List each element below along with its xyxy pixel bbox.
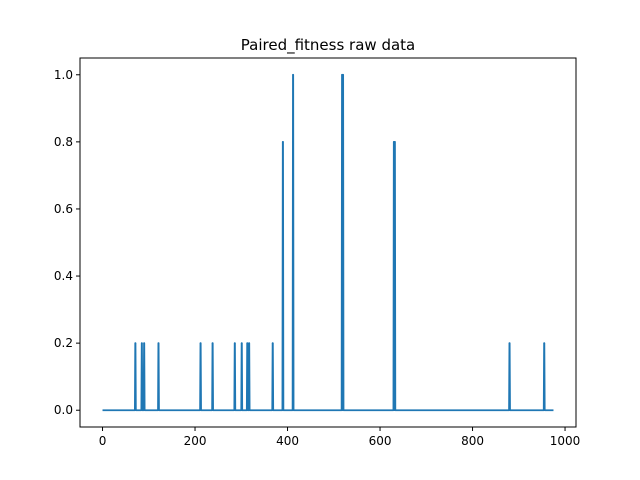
x-axis: 0 200 400 600 800 1000 [99,427,581,448]
x-tick-label-1: 200 [184,434,207,448]
spike-peak-4 [199,342,202,344]
spike-peak-1 [141,342,143,344]
chart-title: Paired_fitness raw data [241,36,415,55]
series-line [102,73,554,412]
axes-frame [79,57,577,428]
spike-peak-3 [157,342,160,344]
spike-peak-10 [271,342,274,344]
spike-peak-18 [543,342,546,344]
x-tick-label-3: 600 [369,434,392,448]
plot-area [102,73,554,412]
y-tick-label-4: 0.8 [54,135,73,149]
x-tick-label-0: 0 [99,434,107,448]
spike-peak-16 [394,141,396,143]
y-tick-label-0: 0.0 [54,403,73,417]
spike-peak-17 [508,342,511,344]
spike-peak-14 [342,73,344,76]
spike-peak-12 [292,73,294,76]
spike-peak-2 [143,342,145,344]
spike-peak-6 [234,342,236,344]
spike-peak-0 [134,342,137,344]
x-tick-label-5: 1000 [550,434,581,448]
y-tick-label-5: 1.0 [54,68,73,82]
y-axis: 0.0 0.2 0.4 0.6 0.8 1.0 [54,68,80,417]
spike-peak-11 [282,141,284,143]
y-tick-label-2: 0.4 [54,269,73,283]
spike-peak-8 [246,342,249,344]
y-tick-label-3: 0.6 [54,202,73,216]
spike-peak-5 [211,342,214,344]
x-tick-label-4: 800 [461,434,484,448]
spike-peak-7 [240,342,243,344]
x-tick-label-2: 400 [276,434,299,448]
spike-peak-9 [248,342,250,344]
y-tick-label-1: 0.2 [54,336,73,350]
